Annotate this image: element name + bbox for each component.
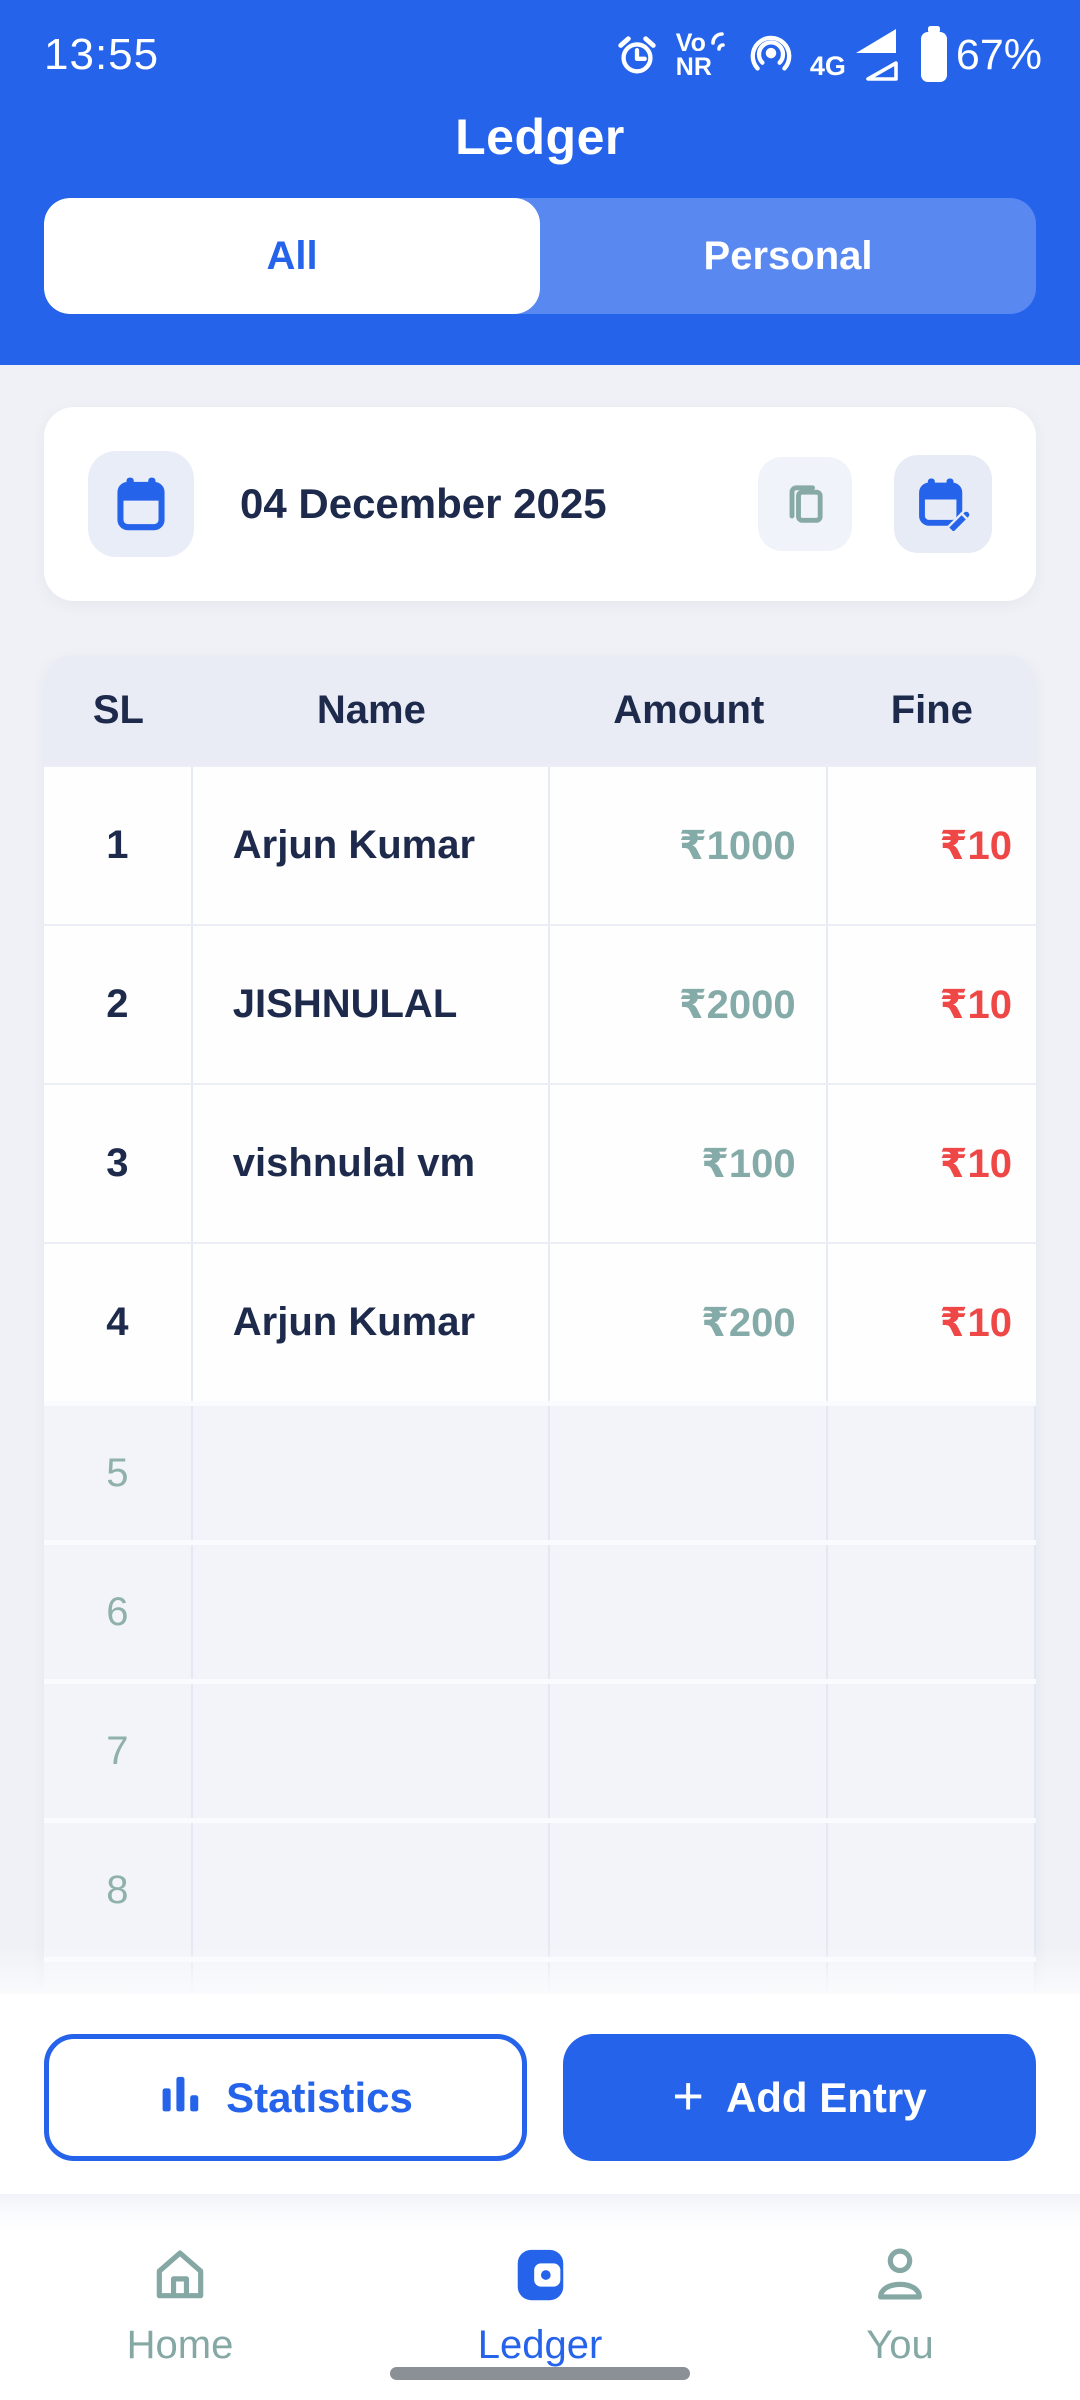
copy-button[interactable] [758,457,852,551]
column-header-sl: SL [92,687,144,732]
wallet-icon [509,2244,571,2311]
cell-name [193,1406,550,1540]
status-icons: Vo NR [614,26,1042,84]
cell-amount: ₹1000 [550,767,828,924]
nav-item-home[interactable]: Home [0,2232,360,2400]
add-entry-label: Add Entry [725,2073,927,2121]
vonr-bottom-label: NR [675,53,712,81]
home-indicator[interactable] [390,2367,690,2380]
cell-fine [828,1545,1036,1679]
cell-sl: 5 [44,1406,193,1540]
cell-name: vishnulal vm [193,1085,550,1242]
action-buttons-row: Statistics + Add Entry [0,1994,1080,2194]
cell-name: JISHNULAL [193,926,550,1083]
content-area: 04 December 2025 [0,365,1080,2400]
selected-date: 04 December 2025 [240,480,607,527]
cell-amount: ₹100 [550,1085,828,1242]
table-row[interactable]: 4 Arjun Kumar ₹200 ₹10 [44,1242,1036,1401]
statistics-button[interactable]: Statistics [44,2034,527,2161]
cell-amount [550,1406,828,1540]
tab-all[interactable]: All [44,198,540,314]
nav-label-home: Home [126,2323,234,2367]
column-header-fine: Fine [890,687,973,732]
table-row-empty[interactable]: 5 [44,1401,1036,1540]
battery-percentage: 67% [955,30,1042,79]
nav-label-you: You [866,2323,934,2367]
table-row[interactable]: 2 JISHNULAL ₹2000 ₹10 [44,924,1036,1083]
cell-sl: 2 [44,926,193,1083]
statistics-icon [158,2070,204,2126]
person-icon [869,2244,931,2311]
cell-fine: ₹10 [939,982,1012,1027]
table-row-empty[interactable]: 7 [44,1679,1036,1818]
hotspot-icon [748,32,794,78]
cell-fine [828,1684,1036,1818]
column-header-amount: Amount [613,687,765,732]
vonr-waves-icon [710,29,734,57]
statistics-label: Statistics [226,2073,413,2121]
table-row-empty[interactable]: 6 [44,1540,1036,1679]
cell-amount [550,1684,828,1818]
add-entry-button[interactable]: + Add Entry [563,2034,1036,2161]
cell-amount [550,1823,828,1957]
edit-calendar-icon [915,475,972,535]
table-header-row: SL Name Amount Fine [44,655,1036,765]
battery-icon: 67% [918,26,1042,84]
copy-icon [779,477,831,532]
cell-sl: 3 [44,1085,193,1242]
vonr-icon: Vo NR [675,29,734,81]
page-title: Ledger [455,109,625,165]
cell-fine: ₹10 [939,1300,1012,1345]
edit-date-button[interactable] [894,455,992,553]
cell-sl: 1 [44,767,193,924]
cell-amount [550,1545,828,1679]
calendar-button[interactable] [88,451,194,557]
app-header: 13:55 Vo [0,0,1080,365]
table-row[interactable]: 1 Arjun Kumar ₹1000 ₹10 [44,765,1036,924]
home-icon [149,2244,211,2311]
cell-name [193,1545,550,1679]
signal-icon: 4G [810,27,902,83]
nav-label-ledger: Ledger [477,2323,603,2367]
date-card: 04 December 2025 [44,407,1036,601]
bottom-panel: Statistics + Add Entry Home [0,1946,1080,2400]
table-row[interactable]: 3 vishnulal vm ₹100 ₹10 [44,1083,1036,1242]
status-time: 13:55 [44,30,160,79]
status-bar: 13:55 Vo [0,0,1080,92]
table-row-empty[interactable]: 8 [44,1818,1036,1957]
ledger-table: SL Name Amount Fine 1 Arjun Kumar ₹1000 … [44,655,1036,1993]
alarm-icon [614,32,660,78]
cell-name [193,1684,550,1818]
vonr-top-label: Vo [675,29,706,57]
cell-fine: ₹10 [939,823,1012,868]
tab-personal[interactable]: Personal [703,233,873,278]
cell-fine: ₹10 [939,1141,1012,1186]
cell-sl: 7 [44,1684,193,1818]
cell-fine [828,1823,1036,1957]
cell-name [193,1823,550,1957]
bottom-navigation: Home Ledger [0,2232,1080,2400]
cell-sl: 4 [44,1244,193,1401]
cell-sl: 6 [44,1545,193,1679]
panel-divider [0,2194,1080,2232]
cell-fine [828,1406,1036,1540]
cell-amount: ₹200 [550,1244,828,1401]
nav-item-ledger[interactable]: Ledger [360,2232,720,2400]
segmented-tabs: All Personal [44,198,1036,314]
plus-icon: + [672,2065,704,2126]
column-header-name: Name [316,687,426,732]
cell-sl: 8 [44,1823,193,1957]
network-type-label: 4G [809,51,846,81]
cell-name: Arjun Kumar [193,1244,550,1401]
cell-amount: ₹2000 [550,926,828,1083]
nav-item-you[interactable]: You [720,2232,1080,2400]
cell-name: Arjun Kumar [193,767,550,924]
calendar-icon [112,474,170,535]
